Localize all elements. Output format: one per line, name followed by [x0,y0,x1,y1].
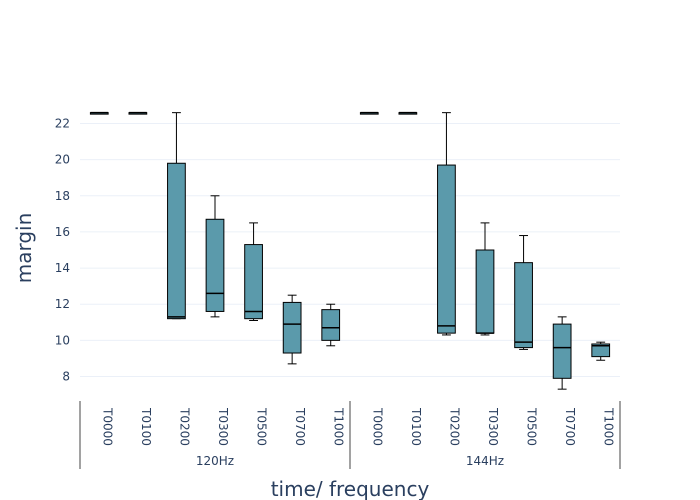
box-body [321,309,341,341]
group-label-144Hz: 144Hz [466,454,504,468]
y-gridlines [80,122,620,378]
box-144Hz-T0200 [437,112,456,336]
box-series [89,111,611,390]
y-tick-label: 20 [55,153,70,167]
x-axis-title: time/ frequency [271,477,430,500]
y-tick-label: 14 [55,261,70,275]
box-120Hz-T0500 [244,222,263,321]
x-tick-label: T0700 [563,407,577,446]
box-120Hz-T0200 [167,112,186,320]
y-tick-label: 18 [55,189,70,203]
x-tick-label: T0100 [139,407,153,446]
box-body [437,164,456,334]
box-120Hz-T0000 [89,111,109,115]
box-body [514,262,533,349]
box-body [552,323,572,379]
x-tick-label: T0200 [447,407,461,446]
x-tick-label: T0300 [486,407,500,446]
box-body [282,301,302,354]
box-144Hz-T0500 [514,235,533,350]
y-tick-label: 10 [55,333,70,347]
box-body [244,244,263,320]
y-tick-labels: 8 10 12 14 16 18 20 22 [55,116,70,383]
x-tick-label: T0200 [177,407,191,446]
box-120Hz-T0700 [282,294,302,365]
box-body [475,249,495,334]
x-tick-label: T0100 [409,407,423,446]
box-body [205,218,225,312]
box-120Hz-T0300 [205,195,225,318]
box-144Hz-T1000 [591,341,611,361]
box-144Hz-T0100 [398,111,418,115]
x-tick-label: T0500 [525,407,539,446]
box-144Hz-T0700 [552,316,572,390]
box-144Hz-T0300 [475,222,495,336]
box-body [167,162,186,320]
x-tick-label: T1000 [602,407,616,446]
x-axis: T0000 T0100 T0200 T0300 T0500 T0700 T1000 120Hz… [79,401,621,469]
x-tick-label: T0000 [100,407,114,446]
x-tick-label: T0500 [255,407,269,446]
x-tick-label: T0300 [216,407,230,446]
box-120Hz-T1000 [321,303,341,347]
box-120Hz-T0100 [128,111,148,115]
x-tick-label: T1000 [332,407,346,446]
x-tick-label: T0700 [293,407,307,446]
x-tick-label: T0000 [370,407,384,446]
y-axis-title: margin [12,213,36,284]
group-label-120Hz: 120Hz [196,454,234,468]
y-tick-label: 12 [55,297,70,311]
y-tick-label: 16 [55,225,70,239]
y-tick-label: 8 [62,370,70,384]
y-tick-label: 22 [55,116,70,130]
box-144Hz-T0000 [359,111,379,115]
box-body [591,343,611,358]
